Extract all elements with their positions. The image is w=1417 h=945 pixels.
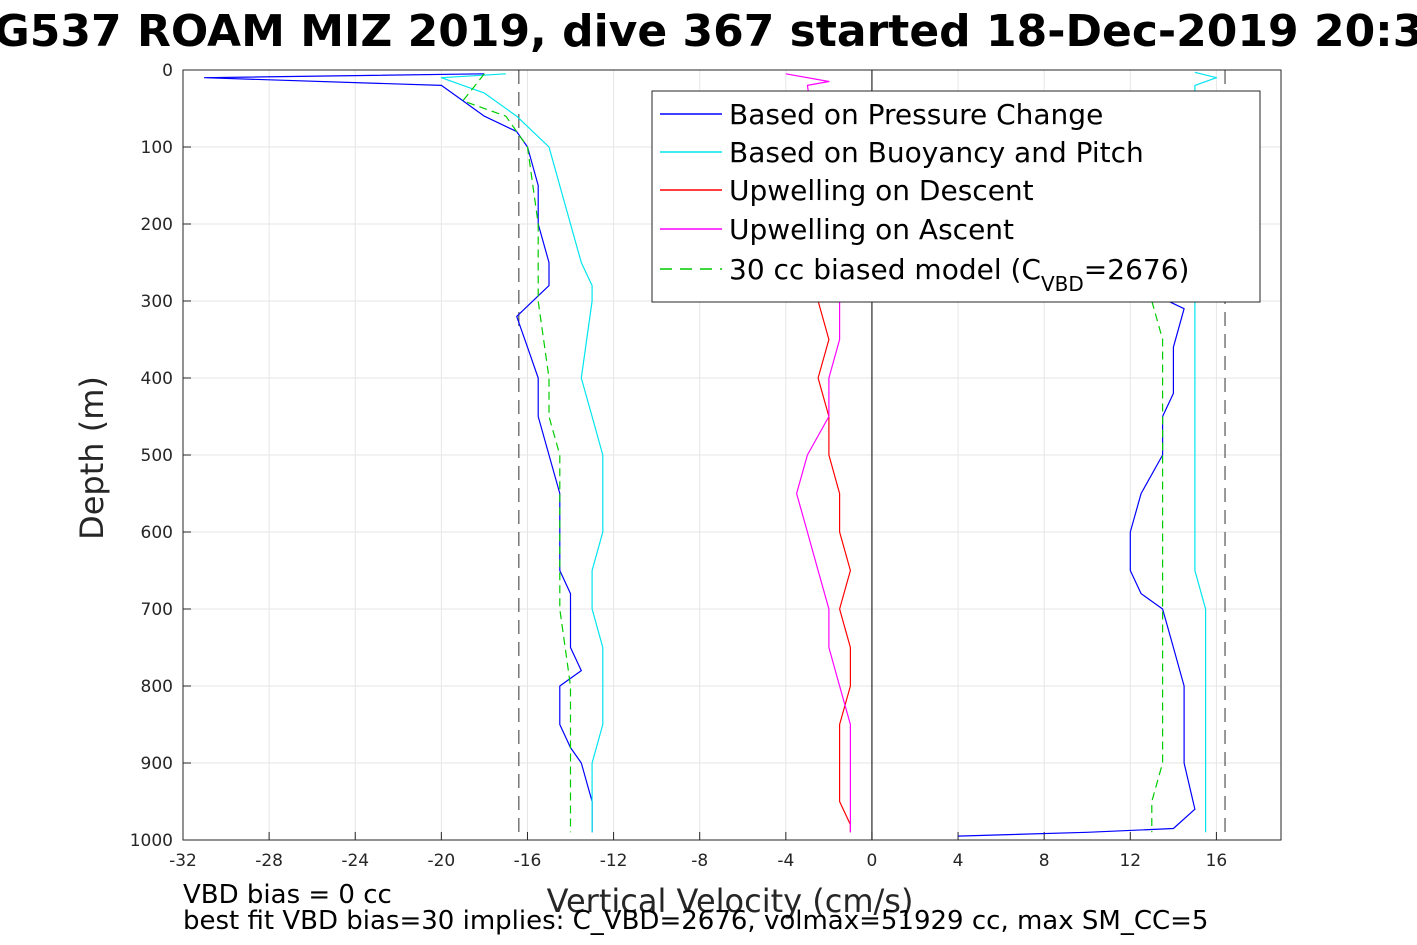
x-tick-label: -28 xyxy=(255,851,283,871)
x-tick-label: -12 xyxy=(600,851,628,871)
series-line-up_desc xyxy=(817,300,851,833)
legend-label-pressure: Based on Pressure Change xyxy=(729,98,1103,131)
series-line-pressure xyxy=(958,292,1196,837)
x-tick-label: -16 xyxy=(514,851,542,871)
legend-label-upwelling-descent: Upwelling on Descent xyxy=(729,174,1034,207)
y-tick-label: 0 xyxy=(162,61,173,81)
x-tick-labels: -32 -28 -24 -20 -16 -12 -8 -4 0 4 8 12 16 xyxy=(169,851,1227,871)
legend-model-suffix: =2676) xyxy=(1084,253,1190,286)
legend-label-upwelling-ascent: Upwelling on Ascent xyxy=(729,213,1014,246)
series-line-pressure xyxy=(203,73,593,833)
y-tick-label: 1000 xyxy=(130,831,173,851)
legend-box xyxy=(651,90,1261,303)
y-tick-label: 300 xyxy=(141,292,173,312)
x-tick-label: -4 xyxy=(777,851,794,871)
y-tick-label: 100 xyxy=(141,138,173,158)
x-tick-label: -8 xyxy=(691,851,708,871)
series-model xyxy=(462,73,1164,833)
y-tick-label: 600 xyxy=(141,523,173,543)
legend-label-model: 30 cc biased model (CVBD=2676) xyxy=(729,253,1189,296)
y-tick-label: 900 xyxy=(141,754,173,774)
plot-frame xyxy=(182,69,1282,841)
y-tick-labels: 0 100 200 300 400 500 600 700 800 900 1000 xyxy=(130,61,173,851)
x-tick-label: 16 xyxy=(1206,851,1228,871)
x-tick-label: -20 xyxy=(427,851,455,871)
legend-model-prefix: 30 cc biased model (C xyxy=(729,253,1041,286)
series-line-model xyxy=(1151,300,1164,833)
series-line-model xyxy=(462,73,572,833)
y-tick-label: 800 xyxy=(141,677,173,697)
chart-title: SG537 ROAM MIZ 2019, dive 367 started 18… xyxy=(0,6,1417,57)
x-tick-label: 12 xyxy=(1119,851,1141,871)
y-axis-label: Depth (m) xyxy=(73,376,111,540)
x-tick-label: 4 xyxy=(953,851,964,871)
y-tick-label: 200 xyxy=(141,215,173,235)
series-up_desc xyxy=(817,300,851,833)
footer-line-2: best fit VBD bias=30 implies: C_VBD=2676… xyxy=(183,906,1208,936)
legend-label-buoyancy: Based on Buoyancy and Pitch xyxy=(729,136,1144,169)
legend-model-subscript: VBD xyxy=(1041,272,1084,296)
x-tick-label: 8 xyxy=(1039,851,1050,871)
series-line-buoyancy xyxy=(440,73,604,833)
x-tick-label: -32 xyxy=(169,851,197,871)
footer-line-1: VBD bias = 0 cc xyxy=(183,880,392,910)
legend: Based on Pressure Change Based on Buoyan… xyxy=(651,90,1261,303)
series-pressure xyxy=(203,73,1196,837)
x-tick-label: -24 xyxy=(341,851,369,871)
y-tick-label: 400 xyxy=(141,369,173,389)
x-axis-label: Vertical Velocity (cm/s) xyxy=(547,882,914,920)
y-tick-label: 500 xyxy=(141,446,173,466)
y-tick-label: 700 xyxy=(141,600,173,620)
x-tick-label: 0 xyxy=(867,851,878,871)
